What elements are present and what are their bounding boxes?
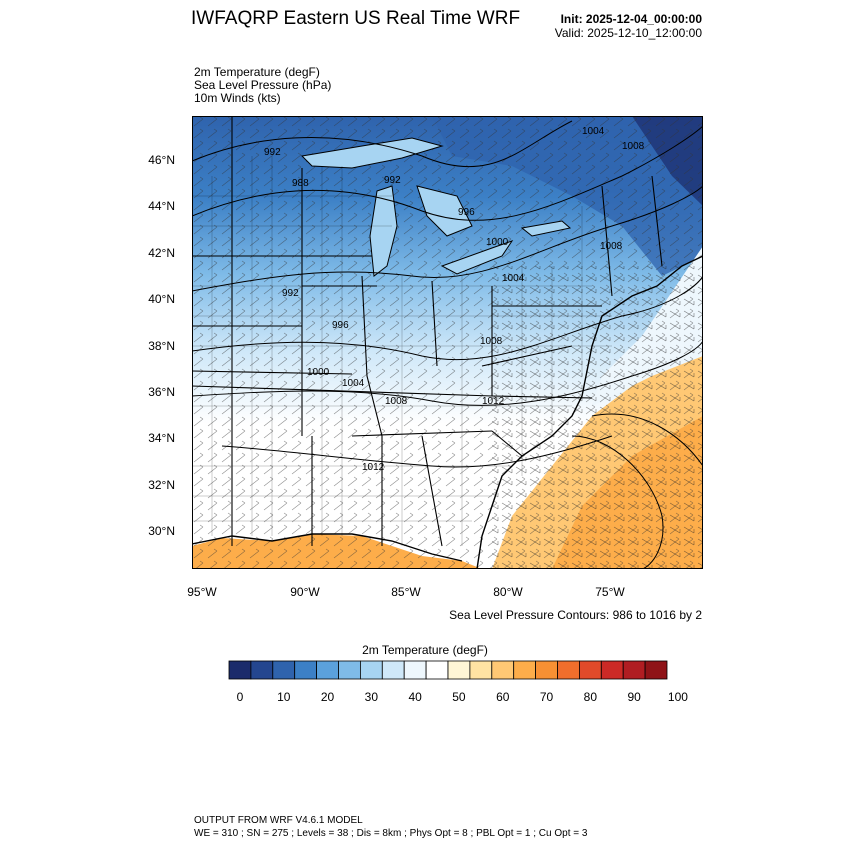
variable-temperature: 2m Temperature (degF): [194, 65, 320, 79]
colorbar-swatch: [513, 660, 537, 680]
lat-label: 44°N: [148, 199, 175, 213]
pressure-label: 1004: [502, 273, 525, 284]
lat-label: 34°N: [148, 431, 175, 445]
east-coastline: [476, 255, 703, 569]
colorbar-tick-label: 70: [539, 690, 554, 704]
pressure-label: 1000: [486, 237, 509, 248]
lake-erie: [440, 240, 514, 275]
colorbar-swatch: [644, 660, 668, 680]
pressure-label: 1000: [307, 367, 330, 378]
colorbar-swatch: [316, 660, 339, 680]
valid-time: Valid: 2025-12-10_12:00:00: [554, 26, 702, 40]
pressure-label: 996: [458, 207, 475, 218]
colorbar-swatch: [425, 660, 449, 680]
lon-label: 75°W: [595, 585, 625, 599]
colorbar-swatch: [403, 660, 427, 680]
lon-label: 90°W: [290, 585, 320, 599]
pressure-label: 1008: [480, 336, 503, 347]
footer-model: OUTPUT FROM WRF V4.6.1 MODEL: [194, 815, 363, 826]
lat-label: 38°N: [148, 339, 175, 353]
init-time: Init: 2025-12-04_00:00:00: [560, 12, 702, 26]
colorbar-tick-label: 30: [364, 690, 379, 704]
contours-note: Sea Level Pressure Contours: 986 to 1016…: [449, 608, 702, 622]
colorbar-swatch: [381, 660, 405, 680]
lat-label: 40°N: [148, 292, 175, 306]
colorbar-swatch: [250, 660, 274, 680]
colorbar-title: 2m Temperature (degF): [362, 643, 488, 657]
footer-config: WE = 310 ; SN = 275 ; Levels = 38 ; Dis …: [194, 828, 588, 839]
colorbar-swatches: [228, 660, 668, 680]
lake-ontario: [520, 220, 572, 237]
map-title: IWFAQRP Eastern US Real Time WRF: [191, 8, 521, 29]
map-panel: 992 988 992 996 1004 1008 1000 1004 1008…: [192, 116, 703, 569]
colorbar-tick-label: 10: [277, 690, 291, 704]
wind-barbs-offshore: [492, 266, 703, 569]
colorbar-tick-label: 80: [583, 690, 598, 704]
county-borders: [192, 156, 612, 546]
colorbar-tick-label: 100: [667, 690, 688, 704]
colorbar-swatch: [338, 660, 361, 680]
variable-winds: 10m Winds (kts): [194, 91, 281, 105]
pressure-label: 1008: [385, 396, 408, 407]
pressure-label: 1004: [342, 378, 365, 389]
lat-label: 46°N: [148, 153, 175, 167]
lon-label: 85°W: [391, 585, 421, 599]
colorbar-swatch: [294, 660, 317, 680]
colorbar-swatch: [228, 660, 252, 680]
colorbar-swatch: [491, 660, 515, 680]
pressure-label: 992: [384, 175, 401, 186]
colorbar-swatch: [557, 660, 580, 680]
pressure-label: 988: [292, 178, 309, 189]
lat-label: 30°N: [148, 524, 175, 538]
pressure-label: 1012: [482, 396, 505, 407]
colorbar-tick-label: 0: [236, 690, 244, 704]
pressure-labels: 992 988 992 996 1004 1008 1000 1004 1008…: [264, 126, 645, 473]
variable-pressure: Sea Level Pressure (hPa): [194, 78, 332, 92]
colorbar-tick-label: 90: [627, 690, 641, 704]
pressure-contours: [192, 120, 703, 569]
colorbar-swatch: [272, 660, 296, 680]
lat-label: 36°N: [148, 385, 175, 399]
lake-superior: [300, 137, 444, 169]
pressure-label: 1004: [582, 126, 605, 137]
pressure-label: 1012: [362, 462, 385, 473]
colorbar-swatch: [535, 660, 558, 680]
pressure-label: 992: [264, 147, 281, 158]
lat-label: 42°N: [148, 246, 175, 260]
gulf-coastline: [192, 533, 463, 562]
lake-huron: [416, 185, 473, 237]
temperature-map: 992 988 992 996 1004 1008 1000 1004 1008…: [192, 116, 703, 569]
lake-michigan: [369, 185, 398, 277]
colorbar-swatch: [600, 660, 624, 680]
colorbar-swatch: [469, 660, 493, 680]
colorbar-swatch: [447, 660, 471, 680]
colorbar: [228, 660, 668, 687]
lat-label: 32°N: [148, 478, 175, 492]
colorbar-tick-label: 50: [452, 690, 466, 704]
pressure-label: 992: [282, 288, 299, 299]
lon-label: 80°W: [493, 585, 523, 599]
colorbar-swatch: [359, 660, 383, 680]
colorbar-tick-label: 20: [320, 690, 335, 704]
colorbar-swatch: [622, 660, 646, 680]
colorbar-tick-label: 40: [408, 690, 422, 704]
map-frame: [192, 116, 703, 569]
pressure-label: 996: [332, 320, 349, 331]
colorbar-swatch: [578, 660, 602, 680]
colorbar-tick-label: 60: [496, 690, 510, 704]
pressure-label: 1008: [622, 141, 645, 152]
pressure-label: 1008: [600, 241, 623, 252]
lon-label: 95°W: [187, 585, 217, 599]
